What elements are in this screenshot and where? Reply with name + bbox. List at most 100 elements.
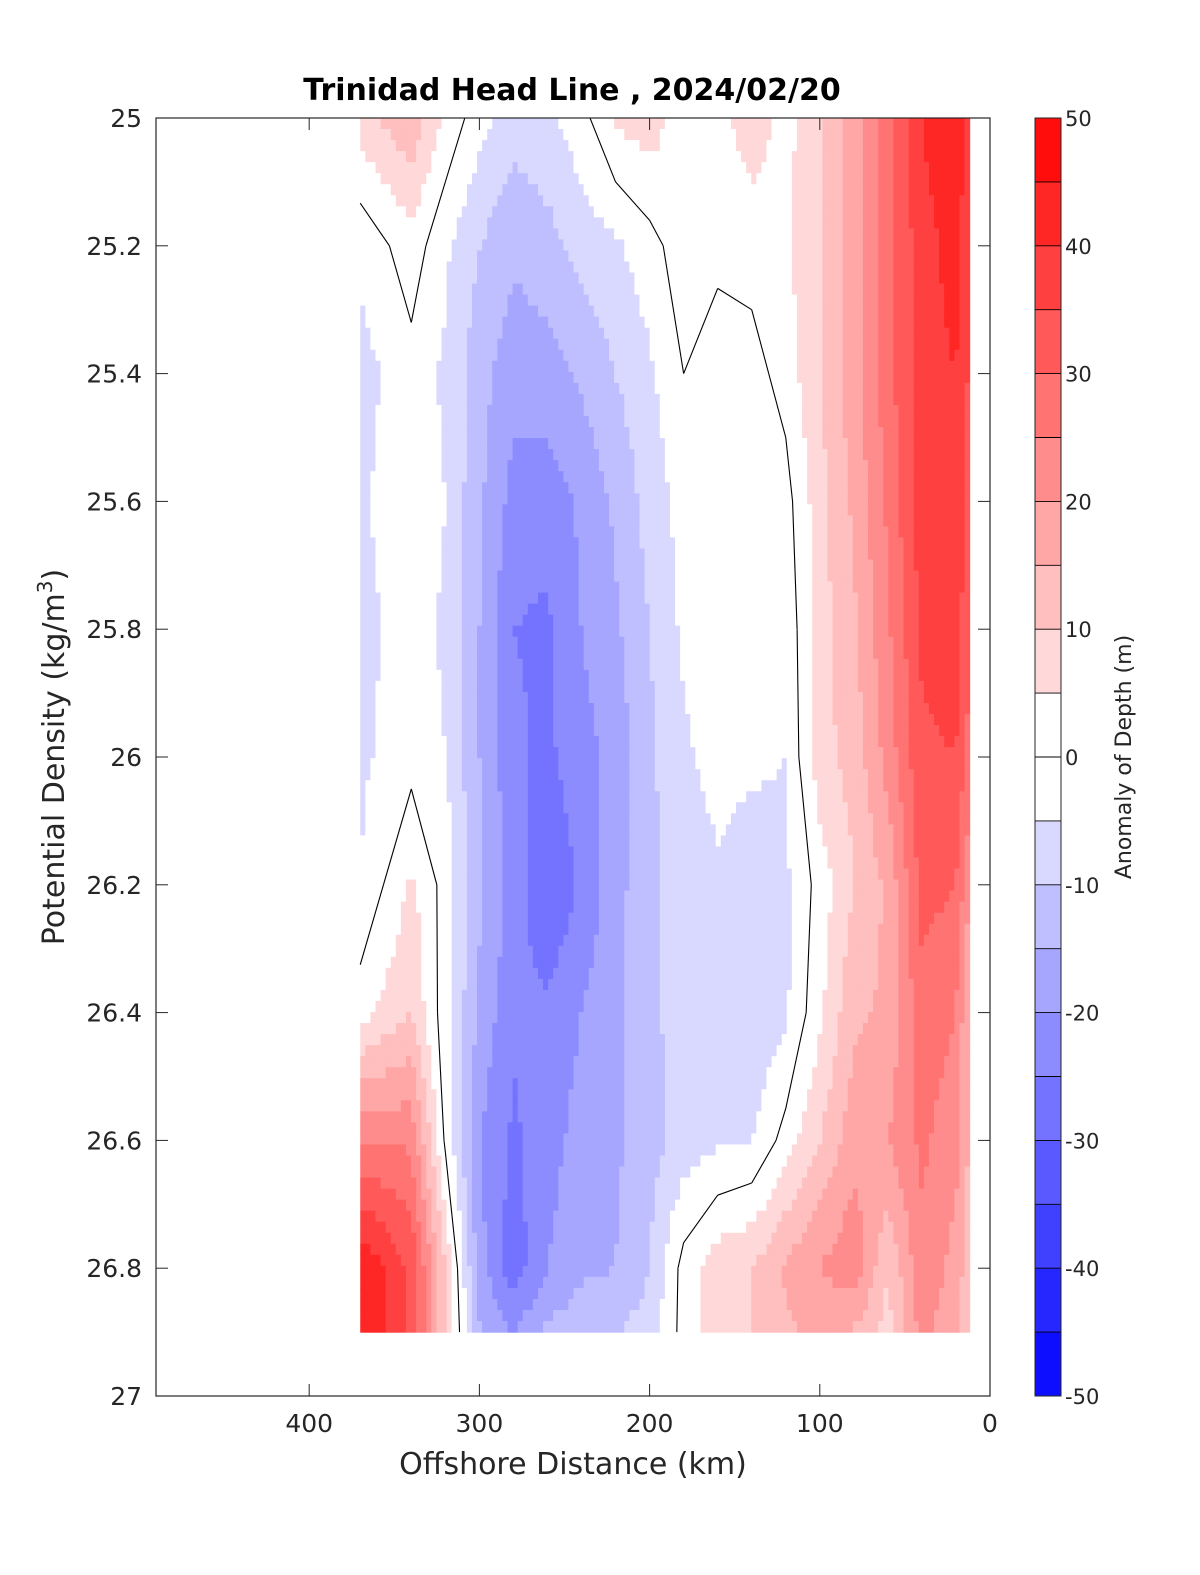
heatmap-cell: [827, 283, 834, 296]
heatmap-cell: [654, 217, 661, 229]
heatmap-cell: [360, 460, 366, 472]
heatmap-cell: [517, 349, 524, 362]
heatmap-cell: [781, 173, 788, 185]
heatmap-cell: [553, 129, 559, 141]
heatmap-cell: [700, 118, 707, 130]
heatmap-cell: [644, 129, 651, 141]
heatmap-cell: [441, 261, 448, 274]
heatmap-cell: [939, 349, 945, 362]
heatmap-cell: [903, 393, 910, 406]
heatmap-cell: [720, 173, 727, 185]
heatmap-cell: [878, 438, 884, 450]
heatmap-cell: [370, 482, 377, 494]
heatmap-cell: [898, 393, 905, 406]
heatmap-cell: [482, 349, 488, 362]
heatmap-cell: [873, 360, 879, 373]
heatmap-cell: [644, 118, 651, 130]
heatmap-cell: [370, 338, 377, 351]
heatmap-cell: [451, 404, 458, 417]
heatmap-cell: [685, 261, 691, 274]
heatmap-cell: [802, 526, 808, 539]
heatmap-cell: [593, 548, 600, 561]
heatmap-cell: [471, 515, 478, 527]
heatmap-cell: [400, 217, 407, 229]
heatmap-cell: [614, 239, 620, 252]
heatmap-cell: [954, 482, 961, 494]
heatmap-cell: [923, 493, 930, 505]
heatmap-cell: [471, 338, 478, 351]
heatmap-cell: [482, 526, 488, 539]
heatmap-cell: [543, 228, 549, 241]
heatmap-cell: [690, 129, 696, 141]
heatmap-cell: [918, 327, 925, 340]
heatmap-cell: [913, 195, 920, 207]
heatmap-cell: [664, 438, 671, 450]
heatmap-cell: [700, 305, 707, 318]
heatmap-cell: [852, 460, 859, 472]
heatmap-cell: [746, 151, 752, 163]
heatmap-cell: [873, 283, 879, 296]
heatmap-cell: [548, 460, 554, 472]
heatmap-cell: [471, 327, 478, 340]
heatmap-cell: [928, 261, 935, 274]
heatmap-cell: [700, 283, 707, 296]
heatmap-cell: [390, 228, 397, 241]
heatmap-cell: [903, 427, 910, 439]
heatmap-cell: [441, 559, 448, 572]
heatmap-cell: [832, 272, 839, 285]
heatmap-cell: [862, 382, 869, 395]
heatmap-cell: [928, 526, 935, 539]
heatmap-cell: [837, 460, 844, 472]
heatmap-cell: [720, 151, 727, 163]
heatmap-cell: [477, 327, 483, 340]
heatmap-cell: [568, 382, 575, 395]
heatmap-cell: [619, 217, 625, 229]
heatmap-cell: [431, 184, 438, 196]
heatmap-cell: [741, 504, 747, 516]
heatmap-cell: [614, 515, 620, 527]
heatmap-cell: [573, 393, 580, 406]
heatmap-cell: [954, 504, 961, 516]
heatmap-cell: [629, 416, 636, 428]
heatmap-cell: [578, 438, 585, 450]
heatmap-cell: [893, 493, 900, 505]
heatmap-cell: [959, 382, 966, 395]
heatmap-cell: [680, 416, 686, 428]
heatmap-cell: [766, 184, 773, 196]
heatmap-cell: [487, 537, 493, 550]
heatmap-cell: [746, 360, 752, 373]
heatmap-cell: [380, 537, 387, 550]
heatmap-cell: [807, 382, 813, 395]
heatmap-cell: [416, 327, 422, 340]
heatmap-cell: [548, 195, 554, 207]
heatmap-cell: [654, 471, 661, 483]
heatmap-cell: [796, 195, 803, 207]
heatmap-cell: [725, 548, 732, 561]
heatmap-cell: [832, 118, 839, 130]
heatmap-cell: [862, 118, 869, 130]
heatmap-cell: [400, 283, 407, 296]
heatmap-cell: [842, 195, 849, 207]
heatmap-cell: [893, 460, 900, 472]
heatmap-cell: [446, 228, 453, 241]
heatmap-cell: [380, 283, 387, 296]
heatmap-cell: [553, 316, 559, 329]
heatmap-cell: [771, 393, 778, 406]
heatmap-cell: [603, 416, 610, 428]
heatmap-cell: [715, 349, 722, 362]
heatmap-cell: [446, 482, 453, 494]
heatmap-cell: [746, 427, 752, 439]
heatmap-cell: [421, 173, 427, 185]
heatmap-cell: [603, 250, 610, 263]
heatmap-cell: [532, 261, 539, 274]
heatmap-cell: [898, 140, 905, 152]
heatmap-cell: [898, 471, 905, 483]
heatmap-cell: [690, 570, 696, 583]
heatmap-cell: [802, 537, 808, 550]
heatmap-cell: [903, 283, 910, 296]
heatmap-cell: [370, 239, 377, 252]
heatmap-cell: [954, 515, 961, 527]
heatmap-cell: [730, 250, 737, 263]
heatmap-cell: [796, 548, 803, 561]
heatmap-cell: [878, 360, 884, 373]
